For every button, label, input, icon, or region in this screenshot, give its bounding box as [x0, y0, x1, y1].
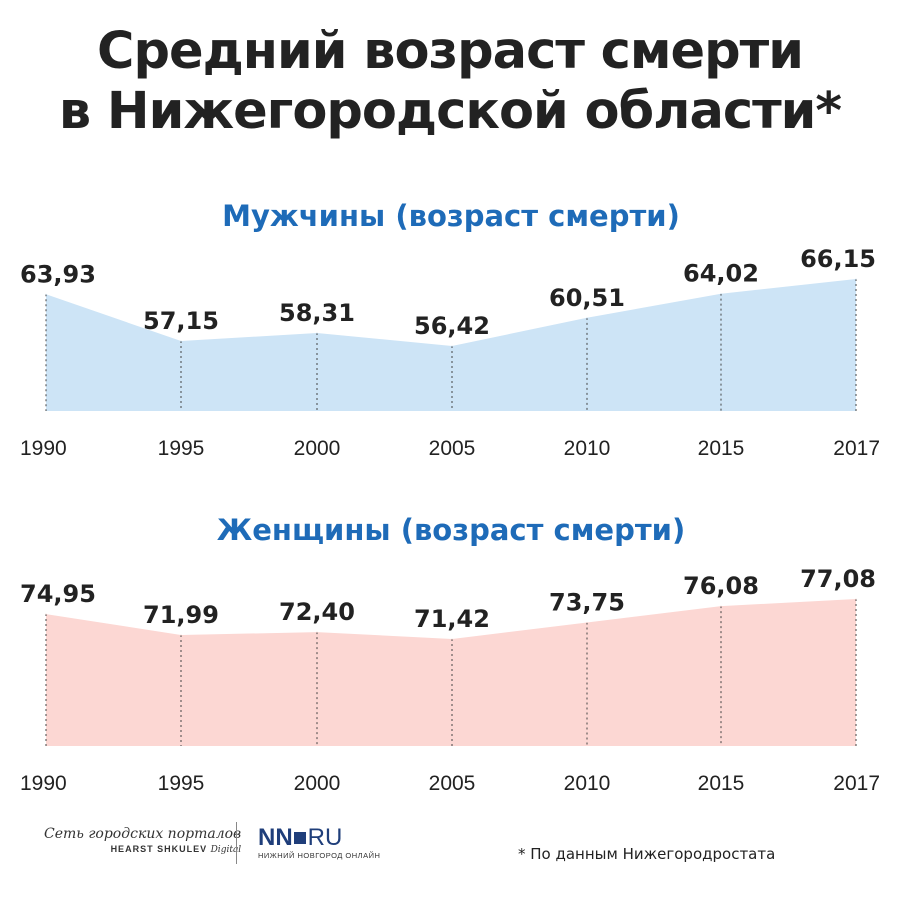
women-data-point: [45, 613, 47, 615]
network-name: Сеть городских порталов: [44, 826, 242, 842]
women-value-label: 71,99: [143, 601, 219, 629]
men-value-label: 57,15: [143, 307, 219, 335]
men-data-point: [45, 293, 47, 295]
network-digital: Digital: [210, 845, 242, 855]
women-data-point: [855, 598, 857, 600]
page-title: Средний возраст смерти в Нижегородской о…: [0, 22, 900, 142]
women-year-tick-label: 2010: [564, 772, 611, 795]
men-year-tick-label: 2000: [294, 437, 341, 460]
women-area-chart: Женщины (возраст смерти) 74,95 1990 71,99 1…: [20, 513, 880, 795]
men-year-tick-label: 1990: [20, 437, 67, 460]
network-logo: Сеть городских порталов HEARST SHKULEV D…: [44, 826, 241, 855]
men-year-tick-label: 2017: [833, 437, 880, 460]
men-value-label: 58,31: [279, 299, 355, 327]
women-year-tick-label: 2015: [698, 772, 745, 795]
network-brand: HEARST SHKULEV: [110, 844, 208, 854]
women-data-point: [586, 622, 588, 624]
title-line-2: в Нижегородской области*: [58, 82, 842, 141]
men-data-point: [316, 332, 318, 334]
men-year-tick-label: 2005: [429, 437, 476, 460]
men-value-label: 56,42: [414, 312, 490, 340]
footnote: * По данным Нижегородростата: [518, 845, 776, 863]
men-data-point: [586, 317, 588, 319]
women-year-tick-label: 1995: [158, 772, 205, 795]
footer-divider: [236, 822, 237, 864]
men-year-tick-label: 2015: [698, 437, 745, 460]
men-year-tick-label: 2010: [564, 437, 611, 460]
women-value-label: 73,75: [549, 589, 625, 617]
men-data-point: [855, 278, 857, 280]
women-value-label: 76,08: [683, 572, 759, 600]
women-data-point: [316, 631, 318, 633]
women-data-point: [180, 634, 182, 636]
women-value-label: 72,40: [279, 598, 355, 626]
nn-logo-right: RU: [307, 824, 343, 851]
women-value-label: 71,42: [414, 605, 490, 633]
women-data-point: [720, 605, 722, 607]
men-data-point: [720, 293, 722, 295]
men-data-point: [180, 340, 182, 342]
women-year-tick-label: 2017: [833, 772, 880, 795]
men-value-label: 63,93: [20, 260, 96, 288]
nn-square-icon: [293, 832, 306, 844]
men-area-series: [46, 279, 856, 411]
men-value-label: 64,02: [683, 260, 759, 288]
women-data-point: [451, 638, 453, 640]
men-year-tick-label: 1995: [158, 437, 205, 460]
women-year-tick-label: 2005: [429, 772, 476, 795]
men-value-label: 66,15: [800, 245, 876, 273]
nn-logo: NN RU НИЖНИЙ НОВГОРОД ОНЛАЙН: [258, 824, 381, 861]
title-line-1: Средний возраст смерти: [97, 22, 804, 81]
women-year-tick-label: 2000: [294, 772, 341, 795]
women-value-label: 74,95: [20, 580, 96, 608]
women-year-tick-label: 1990: [20, 772, 67, 795]
men-area-chart: Мужчины (возраст смерти) 63,93 1990 57,15 1…: [20, 199, 880, 460]
women-area-series: [46, 599, 856, 746]
network-brand-line: HEARST SHKULEV Digital: [44, 844, 242, 855]
women-chart-title: Женщины (возраст смерти): [217, 513, 685, 547]
women-value-label: 77,08: [800, 565, 876, 593]
men-value-label: 60,51: [549, 284, 625, 312]
nn-logo-subtitle: НИЖНИЙ НОВГОРОД ОНЛАЙН: [258, 851, 381, 860]
nn-logo-left: NN: [258, 824, 293, 851]
men-data-point: [451, 345, 453, 347]
men-chart-title: Мужчины (возраст смерти): [222, 199, 680, 233]
